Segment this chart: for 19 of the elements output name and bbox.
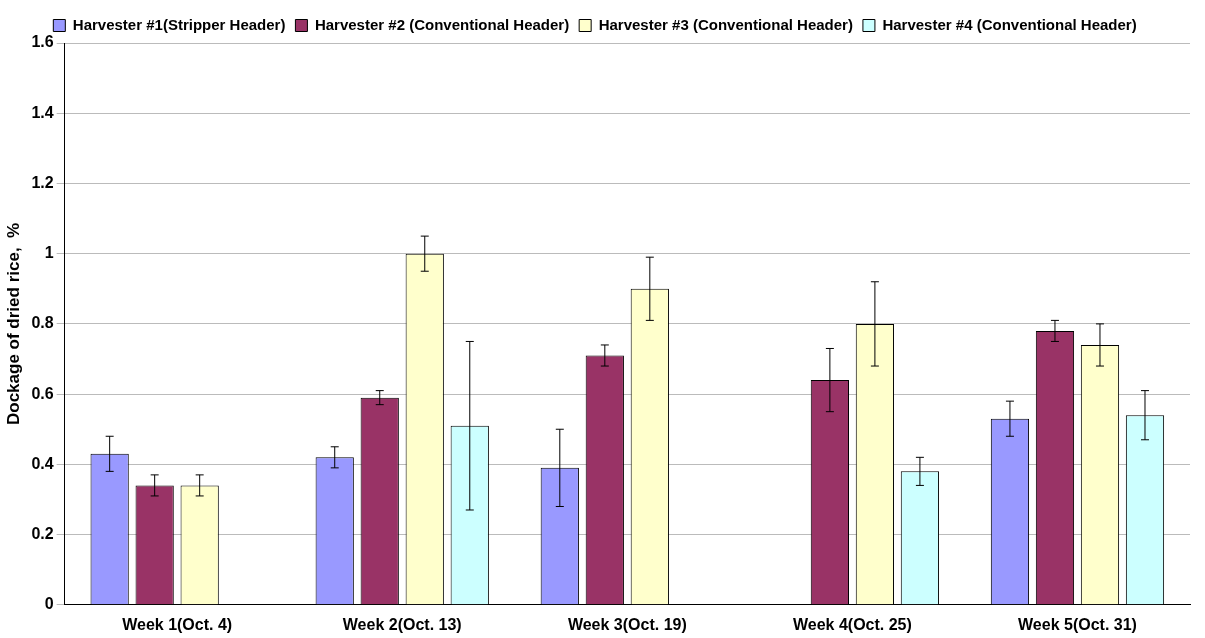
x-tick-label: Week 2(Oct. 13) xyxy=(342,615,462,633)
y-tick-label: 1.4 xyxy=(31,103,54,121)
y-tick-label: 1 xyxy=(44,244,54,262)
x-tick-label: Week 4(Oct. 25) xyxy=(792,615,912,633)
y-tick-label: 0.2 xyxy=(31,524,54,542)
y-tick-label: 0.6 xyxy=(31,384,54,402)
legend-label: Harvester #2 (Conventional Header) xyxy=(314,15,570,33)
legend-label: Harvester #4 (Conventional Header) xyxy=(882,15,1137,33)
y-tick-label: 1.2 xyxy=(31,173,54,191)
y-axis-title: Dockage of dried rice, % xyxy=(3,222,23,425)
legend-label: Harvester #3 (Conventional Header) xyxy=(598,15,853,33)
x-tick-label: Week 5(Oct. 31) xyxy=(1018,615,1137,633)
y-tick-label: 0.4 xyxy=(31,454,54,472)
legend-label: Harvester #1(Stripper Header) xyxy=(72,15,286,33)
y-tick-label: 0 xyxy=(44,595,54,613)
x-tick-label: Week 1(Oct. 4) xyxy=(122,615,233,633)
y-tick-label: 0.8 xyxy=(31,314,54,332)
y-tick-label: 1.6 xyxy=(31,33,54,51)
x-tick-label: Week 3(Oct. 19) xyxy=(567,615,687,633)
